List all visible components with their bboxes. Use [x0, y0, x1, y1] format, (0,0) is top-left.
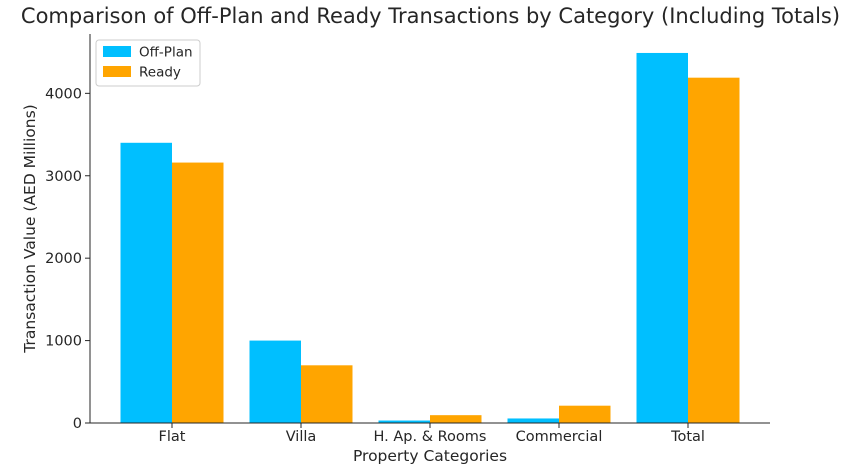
bar-off-plan-commercial: [507, 418, 559, 423]
bar-ready-h-ap-rooms: [430, 415, 482, 423]
bar-ready-commercial: [559, 405, 611, 423]
x-axis-label: Property Categories: [353, 447, 507, 465]
y-axis-ticks: 0 1000 2000 3000 4000: [45, 86, 90, 432]
y-tick-label: 1000: [45, 334, 82, 350]
bar-off-plan-h-ap-rooms: [378, 420, 430, 423]
legend-label-ready: Ready: [139, 65, 181, 81]
y-tick-label: 3000: [45, 169, 82, 185]
x-tick-label-total: Total: [670, 429, 705, 445]
bars-group: [120, 52, 740, 424]
bar-off-plan-flat: [120, 142, 172, 423]
bar-ready-flat: [172, 162, 224, 423]
legend-label-off-plan: Off-Plan: [139, 45, 193, 61]
x-tick-label-commercial: Commercial: [516, 429, 603, 445]
x-axis-ticks: Flat Villa H. Ap. & Rooms Commercial Total: [159, 423, 705, 445]
bar-ready-villa: [301, 365, 353, 423]
bar-off-plan-villa: [249, 340, 301, 423]
chart-title: Comparison of Off-Plan and Ready Transac…: [20, 4, 841, 28]
x-tick-label-h-ap-rooms: H. Ap. & Rooms: [374, 429, 487, 445]
y-tick-label: 4000: [45, 86, 82, 102]
bar-off-plan-total: [636, 52, 688, 424]
bar-ready-total: [688, 77, 740, 423]
legend-swatch-ready: [103, 66, 131, 77]
x-tick-label-villa: Villa: [286, 429, 317, 445]
legend: Off-Plan Ready: [95, 39, 201, 87]
y-axis-label: Transaction Value (AED Millions): [21, 104, 39, 353]
x-tick-label-flat: Flat: [159, 429, 186, 445]
y-tick-label: 0: [73, 416, 82, 432]
legend-swatch-off-plan: [103, 46, 131, 57]
y-tick-label: 2000: [45, 251, 82, 267]
